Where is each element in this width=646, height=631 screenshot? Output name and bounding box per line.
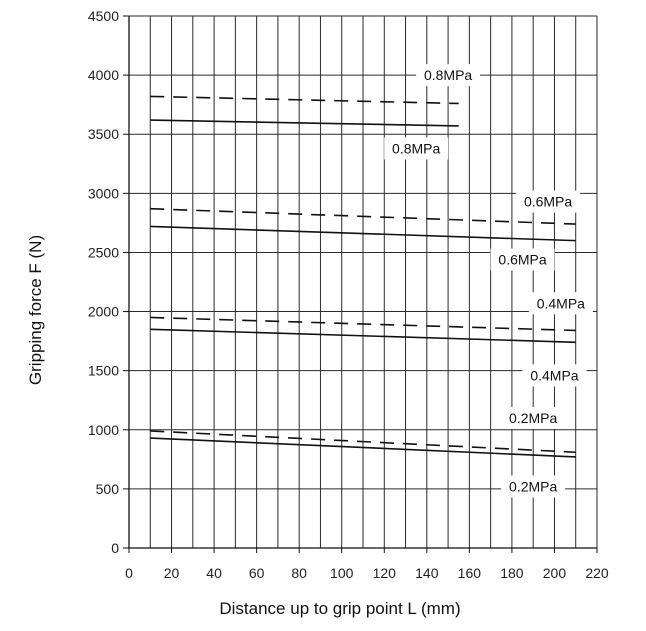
series-line-0-4mpa-solid — [150, 328, 576, 344]
series-line-0-6mpa-dashed — [150, 207, 576, 225]
series-label: 0.2MPa — [509, 410, 557, 426]
series-line-0-8mpa-solid — [150, 119, 459, 127]
series-label-background — [528, 292, 593, 315]
y-tick-label: 2500 — [88, 244, 119, 260]
series-label-background — [384, 137, 449, 160]
x-tick-label: 160 — [458, 565, 482, 581]
series-label-background — [501, 406, 566, 429]
series-label: 0.8MPa — [424, 67, 472, 83]
series-label: 0.8MPa — [392, 140, 440, 156]
x-tick-label: 220 — [585, 565, 609, 581]
grid — [129, 15, 598, 548]
y-tick-label: 3000 — [88, 185, 119, 201]
y-tick-labels: 0 500 1000 1500 2000 2500 3000 3500 4000 4500 — [88, 8, 119, 556]
series-label-background — [522, 364, 587, 387]
series-label: 0.2MPa — [509, 479, 557, 495]
y-tick-label: 2000 — [88, 304, 119, 320]
x-tick-label: 20 — [164, 565, 180, 581]
series-line-0-4mpa-dashed — [150, 316, 576, 332]
y-tick-label: 4500 — [88, 8, 119, 24]
series-label-background — [516, 190, 581, 213]
series-label-background — [416, 64, 481, 87]
series-label: 0.6MPa — [498, 252, 546, 268]
x-tick-label: 140 — [415, 565, 439, 581]
series-lines — [150, 95, 576, 458]
x-tick-label: 180 — [500, 565, 524, 581]
x-tick-label: 200 — [543, 565, 567, 581]
x-tick-label: 80 — [291, 565, 307, 581]
x-tick-label: 120 — [373, 565, 397, 581]
series-line-0-8mpa-dashed — [150, 95, 459, 105]
x-tick-label: 60 — [249, 565, 265, 581]
axes — [123, 15, 598, 553]
series-labels: 0.8MPa 0.8MPa 0.6MPa 0.6MPa 0.4MPa 0.4MPa 0.2M… — [384, 64, 593, 498]
series-label: 0.4MPa — [530, 367, 578, 383]
series-line-0-2mpa-solid — [150, 437, 576, 458]
y-tick-label: 1500 — [88, 363, 119, 379]
series-label: 0.4MPa — [537, 295, 585, 311]
y-tick-label: 4000 — [88, 67, 119, 83]
x-tick-label: 0 — [125, 565, 133, 581]
y-tick-label: 500 — [96, 481, 120, 497]
y-tick-label: 0 — [111, 540, 119, 556]
y-tick-label: 3500 — [88, 126, 119, 142]
x-tick-label: 100 — [330, 565, 354, 581]
y-tick-label: 1000 — [88, 422, 119, 438]
series-label-background — [501, 475, 566, 498]
series-line-0-2mpa-dashed — [150, 430, 576, 454]
series-label-background — [490, 248, 555, 271]
series-line-0-6mpa-solid — [150, 225, 576, 242]
x-axis-title: Distance up to grip point L (mm) — [219, 599, 460, 618]
x-tick-labels: 0 20 40 60 80 100 120 140 160 180 200 220 — [125, 565, 609, 581]
y-axis-title: Gripping force F (N) — [26, 235, 45, 385]
x-tick-label: 40 — [206, 565, 222, 581]
series-label: 0.6MPa — [524, 194, 572, 210]
